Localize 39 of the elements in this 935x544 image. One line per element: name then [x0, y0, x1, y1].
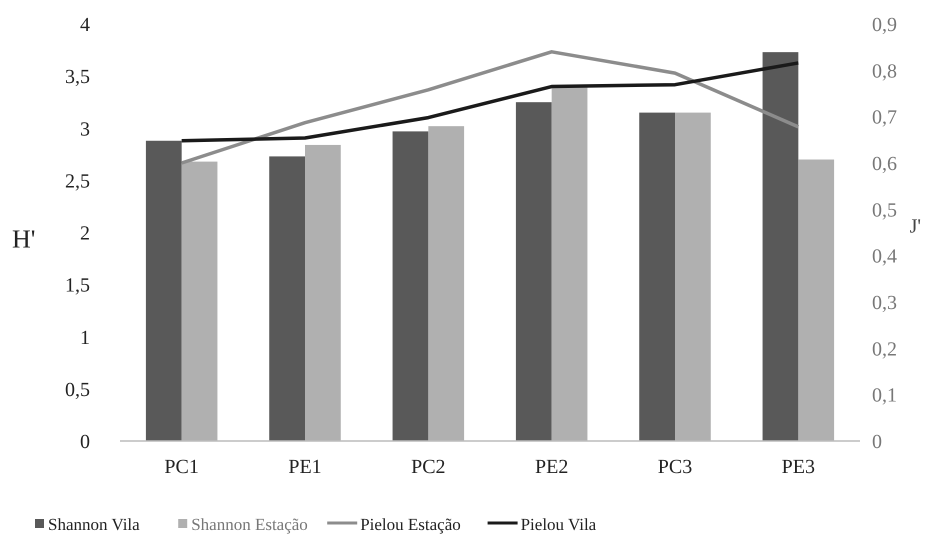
x-tick-label: PE3	[782, 456, 816, 478]
bar	[516, 102, 552, 441]
y-tick-label: 1,5	[65, 274, 90, 297]
y-tick-label: 2,5	[65, 170, 90, 192]
y2-tick-label: 0,8	[872, 60, 897, 82]
legend-label: Pielou Vila	[520, 515, 597, 534]
line-series	[180, 50, 800, 165]
x-tick-label: PC2	[411, 456, 446, 478]
x-tick-label: PE1	[288, 456, 322, 478]
y-tick-label: 3	[80, 118, 90, 140]
y2-tick-label: 0	[872, 431, 882, 453]
bar	[146, 140, 182, 441]
y2-tick-label: 0,9	[872, 14, 897, 36]
y2-tick-label: 0,2	[872, 338, 897, 360]
bar	[639, 112, 675, 441]
y2-tick-label: 0,3	[872, 292, 897, 314]
bar	[762, 52, 798, 441]
y2-tick-label: 0,6	[872, 153, 897, 175]
y-tick-label: 1	[80, 326, 90, 349]
y-tick-label: 2	[80, 222, 90, 244]
y-axis-title: H'	[12, 224, 36, 254]
legend-label: Shannon Vila	[48, 515, 140, 534]
y-tick-label: 3,5	[65, 66, 90, 88]
y2-tick-label: 0,5	[872, 199, 897, 222]
y-tick-label: 4	[80, 14, 90, 36]
bar	[269, 156, 305, 441]
legend-label: Shannon Estação	[191, 515, 308, 534]
line-series	[180, 61, 800, 143]
bar	[392, 131, 428, 441]
y-tick-label: 0	[80, 431, 90, 453]
x-tick-label: PE2	[534, 456, 568, 478]
x-tick-label: PC1	[164, 456, 199, 478]
x-tick-label: PC3	[658, 456, 692, 478]
y2-tick-label: 0,7	[872, 106, 897, 129]
y-tick-label: 0,5	[65, 378, 90, 401]
y2-tick-label: 0,4	[872, 246, 897, 268]
legend-label: Pielou Estação	[360, 515, 461, 534]
y2-axis-title: J'	[910, 216, 921, 238]
y2-tick-label: 0,1	[872, 384, 897, 407]
